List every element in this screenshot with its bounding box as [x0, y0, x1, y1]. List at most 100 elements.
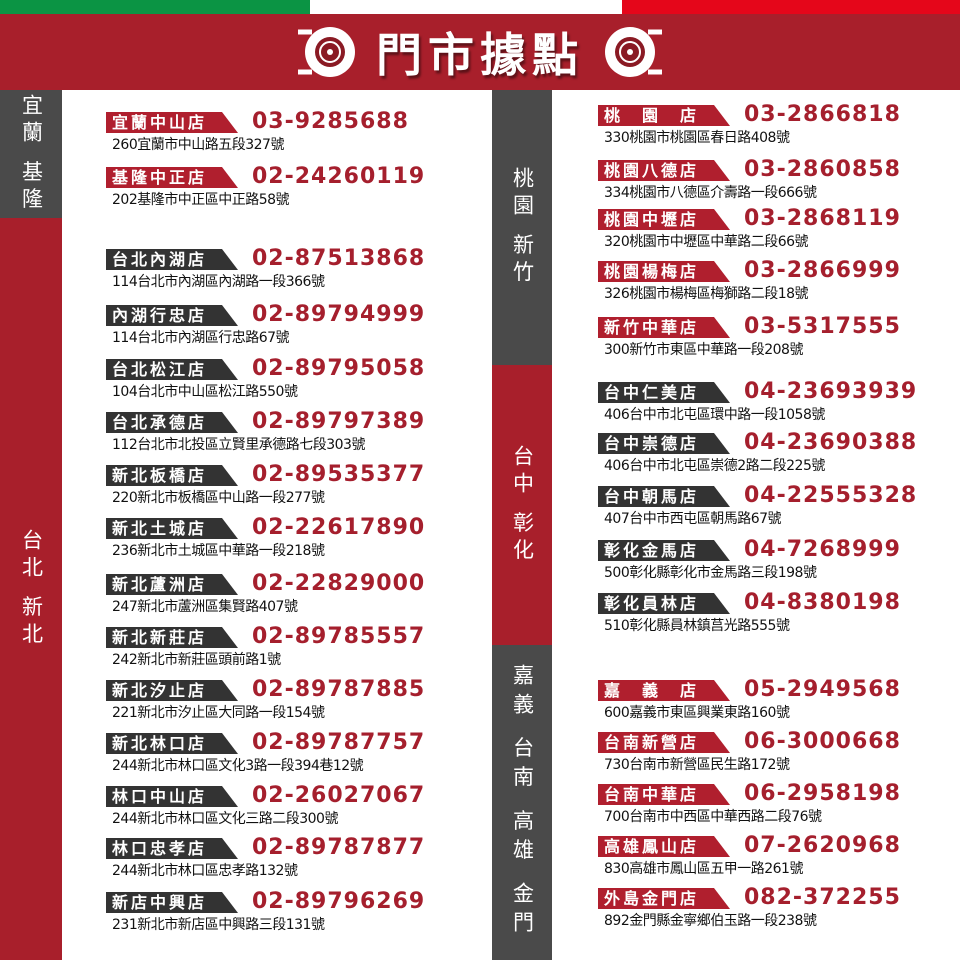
store-name-tag: 桃園中壢店 [598, 209, 730, 230]
flag-stripe-white [310, 0, 622, 14]
store-address: 112台北市北投區立賢里承德路七段303號 [112, 437, 365, 453]
store-phone[interactable]: 02-26027067 [252, 783, 426, 808]
store-address: 231新北市新店區中興路三段131號 [112, 917, 325, 933]
store-name-tag: 桃園楊梅店 [598, 261, 730, 282]
store-phone[interactable]: 03-2860858 [744, 157, 901, 182]
store-entry: 高雄鳳山店 07-2620968 830高雄市鳳山區五甲一路261號 [598, 833, 958, 882]
region-label-yilan-keelung: 宜蘭 基隆 [0, 90, 62, 218]
store-entry: 台北內湖店 02-87513868 114台北市內湖區內湖路一段366號 [106, 246, 466, 295]
store-name-tag: 內湖行忠店 [106, 305, 238, 326]
store-phone[interactable]: 02-89794999 [252, 302, 426, 327]
tire-icon [605, 27, 662, 77]
region-text: 台北 新北 [19, 528, 44, 650]
header-banner [0, 14, 960, 90]
store-name-tag: 新竹中華店 [598, 317, 730, 338]
store-phone[interactable]: 02-87513868 [252, 246, 426, 271]
store-name-tag: 台南中華店 [598, 784, 730, 805]
store-address: 326桃園市楊梅區梅獅路二段18號 [604, 286, 809, 302]
page-title: 門市據點 [376, 28, 584, 82]
store-phone[interactable]: 03-2868119 [744, 206, 901, 231]
store-phone[interactable]: 02-22617890 [252, 515, 426, 540]
store-address: 260宜蘭市中山路五段327號 [112, 137, 284, 153]
store-name-tag: 新店中興店 [106, 892, 238, 913]
store-phone[interactable]: 02-89797389 [252, 409, 426, 434]
store-address: 104台北市中山區松江路550號 [112, 384, 298, 400]
store-phone[interactable]: 05-2949568 [744, 677, 901, 702]
store-name-tag: 台北內湖店 [106, 249, 238, 270]
store-entry: 彰化員林店 04-8380198 510彰化縣員林鎮莒光路555號 [598, 590, 958, 639]
store-name-tag: 台中仁美店 [598, 382, 730, 403]
store-phone[interactable]: 06-3000668 [744, 729, 901, 754]
region-label-south: 嘉義 台南 高雄 金門 [492, 645, 552, 960]
store-phone[interactable]: 082-372255 [744, 885, 901, 910]
store-address: 600嘉義市東區興業東路160號 [604, 705, 790, 721]
store-phone[interactable]: 02-89796269 [252, 889, 426, 914]
store-phone[interactable]: 02-89787757 [252, 730, 426, 755]
store-entry: 新竹中華店 03-5317555 300新竹市東區中華路一段208號 [598, 314, 958, 363]
store-phone[interactable]: 03-2866818 [744, 102, 901, 127]
store-address: 247新北市蘆洲區集賢路407號 [112, 599, 298, 615]
store-phone[interactable]: 02-89787885 [252, 677, 426, 702]
store-phone[interactable]: 04-22555328 [744, 483, 918, 508]
store-phone[interactable]: 04-23693939 [744, 379, 918, 404]
store-address: 320桃園市中壢區中華路二段66號 [604, 234, 809, 250]
store-phone[interactable]: 07-2620968 [744, 833, 901, 858]
store-name-tag: 嘉 義 店 [598, 680, 730, 701]
store-entry: 桃 園 店 03-2866818 330桃園市桃園區春日路408號 [598, 102, 958, 151]
store-entry: 台中朝馬店 04-22555328 407台中市西屯區朝馬路67號 [598, 483, 958, 532]
store-phone[interactable]: 04-8380198 [744, 590, 901, 615]
store-name-tag: 基隆中正店 [106, 167, 238, 188]
store-name-tag: 新北汐止店 [106, 680, 238, 701]
flag-stripe-red [622, 0, 960, 14]
store-phone[interactable]: 02-89787877 [252, 835, 426, 860]
store-entry: 新店中興店 02-89796269 231新北市新店區中興路三段131號 [106, 889, 466, 938]
store-address: 730台南市新營區民生路172號 [604, 757, 790, 773]
store-name-tag: 新北土城店 [106, 518, 238, 539]
store-entry: 林口中山店 02-26027067 244新北市林口區文化三路二段300號 [106, 783, 466, 832]
store-entry: 台中仁美店 04-23693939 406台中市北屯區環中路一段1058號 [598, 379, 958, 428]
store-address: 892金門縣金寧鄉伯玉路一段238號 [604, 913, 817, 929]
store-phone[interactable]: 06-2958198 [744, 781, 901, 806]
store-phone[interactable]: 02-24260119 [252, 164, 426, 189]
tire-icon [298, 27, 355, 77]
store-phone[interactable]: 02-89535377 [252, 462, 426, 487]
store-address: 330桃園市桃園區春日路408號 [604, 130, 790, 146]
store-entry: 新北板橋店 02-89535377 220新北市板橋區中山路一段277號 [106, 462, 466, 511]
store-phone[interactable]: 04-7268999 [744, 537, 901, 562]
store-address: 700台南市中西區中華西路二段76號 [604, 809, 822, 825]
store-phone[interactable]: 03-5317555 [744, 314, 901, 339]
store-entry: 新北汐止店 02-89787885 221新北市汐止區大同路一段154號 [106, 677, 466, 726]
store-entry: 林口忠孝店 02-89787877 244新北市林口區忠孝路132號 [106, 835, 466, 884]
store-entry: 台中崇德店 04-23690388 406台中市北屯區崇德2路二段225號 [598, 430, 958, 479]
store-address: 407台中市西屯區朝馬路67號 [604, 511, 782, 527]
store-phone[interactable]: 03-9285688 [252, 109, 409, 134]
store-name-tag: 台中朝馬店 [598, 486, 730, 507]
store-name-tag: 台中崇德店 [598, 433, 730, 454]
store-address: 406台中市北屯區環中路一段1058號 [604, 407, 825, 423]
store-entry: 新北蘆洲店 02-22829000 247新北市蘆洲區集賢路407號 [106, 571, 466, 620]
store-phone[interactable]: 02-89795058 [252, 356, 426, 381]
store-name-tag: 新北新莊店 [106, 627, 238, 648]
store-phone[interactable]: 04-23690388 [744, 430, 918, 455]
store-entry: 基隆中正店 02-24260119 202基隆市中正區中正路58號 [106, 164, 466, 213]
region-text: 嘉義 台南 高雄 金門 [510, 664, 535, 941]
store-entry: 新北林口店 02-89787757 244新北市林口區文化3路一段394巷12號 [106, 730, 466, 779]
store-address: 236新北市土城區中華路一段218號 [112, 543, 325, 559]
store-name-tag: 宜蘭中山店 [106, 112, 238, 133]
store-address: 334桃園市八德區介壽路一段666號 [604, 185, 817, 201]
store-phone[interactable]: 03-2866999 [744, 258, 901, 283]
store-address: 406台中市北屯區崇德2路二段225號 [604, 458, 825, 474]
store-entry: 外島金門店 082-372255 892金門縣金寧鄉伯玉路一段238號 [598, 885, 958, 934]
store-entry: 宜蘭中山店 03-9285688 260宜蘭市中山路五段327號 [106, 109, 466, 158]
store-entry: 台北松江店 02-89795058 104台北市中山區松江路550號 [106, 356, 466, 405]
store-entry: 桃園八德店 03-2860858 334桃園市八德區介壽路一段666號 [598, 157, 958, 206]
store-phone[interactable]: 02-22829000 [252, 571, 426, 596]
store-phone[interactable]: 02-89785557 [252, 624, 426, 649]
store-address: 830高雄市鳳山區五甲一路261號 [604, 861, 803, 877]
store-entry: 彰化金馬店 04-7268999 500彰化縣彰化市金馬路三段198號 [598, 537, 958, 586]
flag-stripe-green [0, 0, 310, 14]
store-address: 114台北市內湖區內湖路一段366號 [112, 274, 325, 290]
store-name-tag: 林口中山店 [106, 786, 238, 807]
region-label-taoyuan: 桃園 新竹 [492, 90, 552, 365]
store-entry: 台北承德店 02-89797389 112台北市北投區立賢里承德路七段303號 [106, 409, 466, 458]
